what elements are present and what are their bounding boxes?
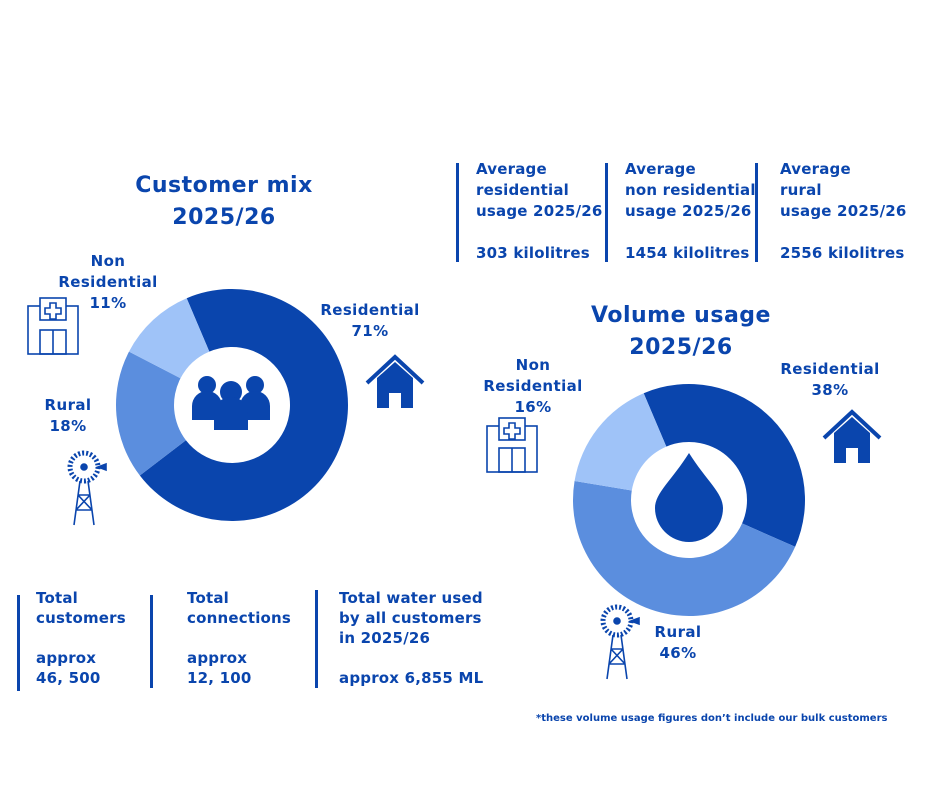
- drop-icon: [655, 453, 723, 542]
- windmill-icon: [67, 450, 107, 526]
- house-icon: [365, 354, 425, 408]
- divider: [755, 163, 758, 262]
- house-icon: [822, 409, 882, 463]
- donut-slice: [129, 298, 210, 379]
- slice-label: Rural 18%: [44, 396, 92, 435]
- slice-label: Non Residential 11%: [58, 252, 158, 312]
- slice-label: Rural 46%: [654, 623, 702, 662]
- footnote: *these volume usage figures don’t includ…: [536, 713, 888, 724]
- donut-slice: [139, 289, 348, 521]
- windmill-icon: [600, 604, 640, 680]
- usage-stat: Average residential usage 2025/26 303 kilol…: [476, 160, 603, 262]
- donut-slice: [574, 393, 667, 491]
- slice-label: Non Residential 16%: [483, 356, 583, 416]
- hospital-icon: [486, 417, 538, 473]
- donut-slice: [643, 384, 805, 547]
- customer-stat: Total connections approx 12, 100: [187, 589, 292, 687]
- slice-label: Residential 38%: [780, 360, 880, 399]
- chart-title: Volume usage 2025/26: [591, 303, 771, 360]
- divider: [150, 595, 153, 688]
- donut-slice: [573, 481, 796, 617]
- divider: [315, 590, 318, 688]
- usage-stat: Average rural usage 2025/26 2556 kilolitres: [780, 160, 907, 262]
- chart-title: Customer mix 2025/26: [135, 173, 313, 230]
- divider: [605, 163, 608, 262]
- customer-stat: Total customers approx 46, 500: [36, 589, 126, 687]
- divider: [17, 595, 20, 691]
- donut-slice: [115, 351, 186, 476]
- usage-stat: Average non residential usage 2025/26 1454 …: [625, 160, 756, 262]
- divider: [456, 163, 459, 262]
- hospital-icon: [27, 297, 79, 355]
- slice-label: Residential 71%: [320, 301, 420, 340]
- people-icon: [192, 376, 270, 430]
- customer-stat: Total water used by all customers in 2025/…: [339, 589, 484, 687]
